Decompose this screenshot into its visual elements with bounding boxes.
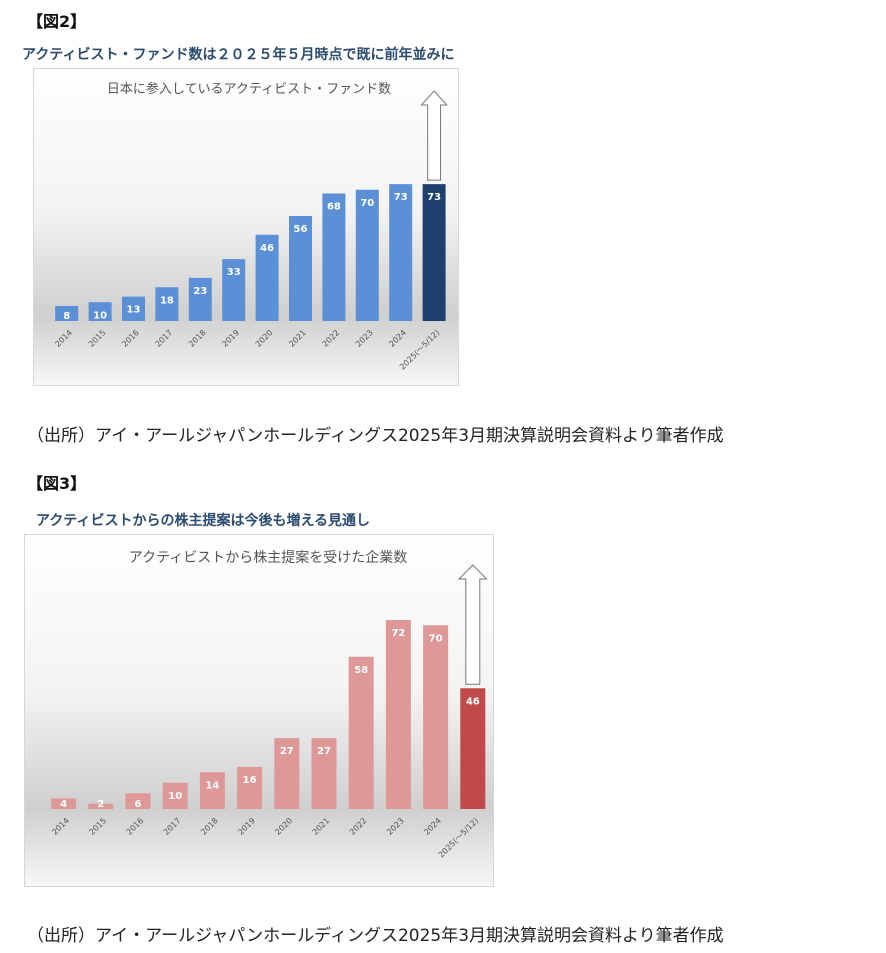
proposal-bar-2018 — [199, 772, 225, 809]
fund-bar-2021 — [289, 216, 312, 321]
proposal-bar-2019 — [237, 767, 263, 809]
fund-category-label: 2023 — [354, 328, 375, 349]
fund-bar-2017 — [155, 287, 179, 321]
figure-2-caption: アクティビスト・ファンド数は２０２５年５月時点で既に前年並みに — [22, 47, 455, 63]
proposal-category-label: 2024 — [422, 816, 443, 837]
fund-category-label: 2019 — [220, 328, 241, 349]
fund-category-label: 2021 — [287, 328, 308, 349]
proposal-bar-2025(～5/12) — [460, 688, 486, 809]
fund-category-label: 2018 — [187, 328, 208, 349]
proposal-category-label: 2016 — [125, 816, 146, 837]
fund-value-label: 23 — [193, 286, 207, 297]
fund-category-label: 2014 — [53, 328, 74, 349]
fund-category-label: 2015 — [87, 328, 108, 349]
fund-bar-2024 — [389, 184, 413, 321]
fund-bar-2025(～5/12) — [422, 184, 446, 321]
proposal-category-label: 2023 — [385, 816, 406, 837]
fund-value-label: 8 — [63, 311, 70, 322]
fund-category-label: 2024 — [387, 328, 408, 349]
proposal-value-label: 14 — [205, 780, 219, 791]
proposal-value-label: 46 — [466, 696, 480, 707]
proposal-category-label: 2021 — [311, 816, 332, 837]
proposal-value-label: 72 — [391, 628, 405, 639]
fund-value-label: 56 — [294, 224, 308, 235]
proposal-value-label: 27 — [317, 746, 331, 757]
figure-2-source: （出所）アイ・アールジャパンホールディングス2025年3月期決算説明会資料より筆… — [27, 426, 724, 446]
fund-bar-2022 — [322, 193, 346, 321]
proposal-value-label: 2 — [97, 799, 104, 810]
fund-value-label: 13 — [127, 305, 141, 316]
proposal-value-label: 70 — [429, 633, 443, 644]
proposal-value-label: 16 — [243, 775, 257, 786]
fund-value-label: 68 — [327, 202, 341, 213]
proposal-category-label: 2020 — [273, 816, 294, 837]
figure-3-caption: アクティビストからの株主提案は今後も増える見通し — [36, 513, 371, 529]
fund-bar-2018 — [188, 277, 212, 321]
fund-value-label: 73 — [394, 192, 408, 203]
fund-value-label: 46 — [260, 243, 274, 254]
proposal-category-label: 2019 — [236, 816, 257, 837]
proposal-category-label: 2018 — [199, 816, 220, 837]
proposal-bar-2021 — [311, 738, 337, 809]
figure-3-label: 【図3】 — [27, 474, 87, 493]
proposal-bar-2014 — [51, 798, 77, 809]
proposal-category-label: 2017 — [162, 816, 183, 837]
chart-title: 日本に参入しているアクティビスト・ファンド数 — [107, 81, 391, 97]
proposal-category-label: 2015 — [87, 816, 108, 837]
proposal-bar-2016 — [125, 793, 151, 809]
fund-bar-2016 — [122, 296, 145, 321]
fund-bar-2020 — [255, 234, 279, 321]
fund-bar-2014 — [55, 306, 79, 321]
fund-value-label: 33 — [227, 267, 241, 278]
fund-value-label: 10 — [93, 310, 107, 321]
figure-3-source: （出所）アイ・アールジャパンホールディングス2025年3月期決算説明会資料より筆… — [27, 926, 724, 946]
arrow-up-icon — [457, 564, 488, 685]
fund-bar-2019 — [222, 259, 246, 321]
proposal-category-label: 2025(～5/12) — [437, 816, 481, 860]
proposal-value-label: 6 — [135, 799, 142, 810]
chart-title: アクティビストから株主提案を受けた企業数 — [129, 549, 407, 566]
fund-value-label: 70 — [360, 198, 374, 209]
fund-category-label: 2017 — [154, 328, 175, 349]
proposal-value-label: 4 — [60, 799, 67, 810]
fund-category-label: 2020 — [254, 328, 275, 349]
proposal-bar-2017 — [162, 782, 188, 809]
shareholder-proposal-chart-svg: アクティビストから株主提案を受けた企業数 4 2014 2 2015 6 2016 10 201… — [50, 549, 488, 860]
fund-value-label: 73 — [427, 192, 441, 203]
proposal-bar-2022 — [348, 656, 374, 809]
proposal-category-label: 2014 — [50, 816, 71, 837]
proposal-value-label: 27 — [280, 746, 294, 757]
proposal-value-label: 58 — [354, 665, 368, 676]
fund-bar-2023 — [355, 189, 379, 321]
figure-2-label: 【図2】 — [27, 12, 87, 31]
activist-fund-chart: 日本に参入しているアクティビスト・ファンド数 8 2014 10 2015 13 2016 1… — [33, 68, 459, 386]
arrow-up-icon — [420, 90, 448, 181]
fund-bar-2015 — [88, 302, 112, 321]
proposal-bar-2024 — [423, 625, 449, 809]
fund-value-label: 18 — [160, 295, 174, 306]
shareholder-proposal-chart: アクティビストから株主提案を受けた企業数 4 2014 2 2015 6 2016 10 201… — [24, 534, 494, 887]
activist-fund-chart-svg: 日本に参入しているアクティビスト・ファンド数 8 2014 10 2015 13 2016 1… — [53, 81, 448, 372]
proposal-category-label: 2022 — [348, 816, 369, 837]
proposal-bar-2023 — [385, 620, 411, 809]
proposal-bar-2020 — [274, 738, 300, 809]
proposal-bar-2015 — [88, 803, 114, 809]
fund-category-label: 2016 — [120, 328, 141, 349]
fund-category-label: 2022 — [321, 328, 342, 349]
proposal-value-label: 10 — [168, 791, 182, 802]
